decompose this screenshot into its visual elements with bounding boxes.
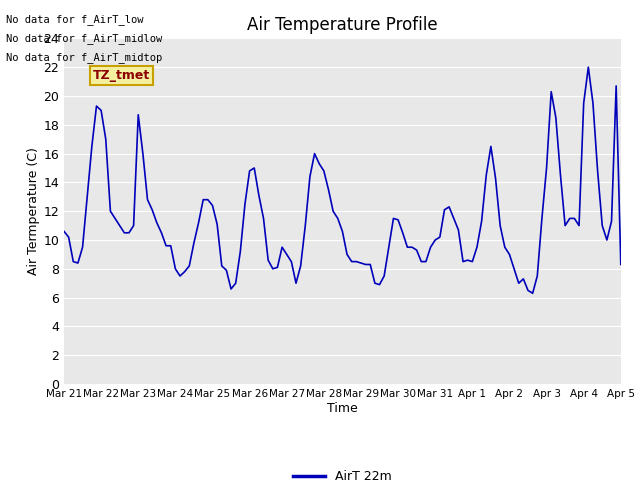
Y-axis label: Air Termperature (C): Air Termperature (C) xyxy=(28,147,40,275)
Text: No data for f_AirT_low: No data for f_AirT_low xyxy=(6,13,144,24)
Text: No data for f_AirT_midtop: No data for f_AirT_midtop xyxy=(6,52,163,63)
X-axis label: Time: Time xyxy=(327,402,358,415)
Text: No data for f_AirT_midlow: No data for f_AirT_midlow xyxy=(6,33,163,44)
Legend: AirT 22m: AirT 22m xyxy=(289,465,396,480)
Title: Air Temperature Profile: Air Temperature Profile xyxy=(247,16,438,34)
Text: TZ_tmet: TZ_tmet xyxy=(93,69,150,82)
